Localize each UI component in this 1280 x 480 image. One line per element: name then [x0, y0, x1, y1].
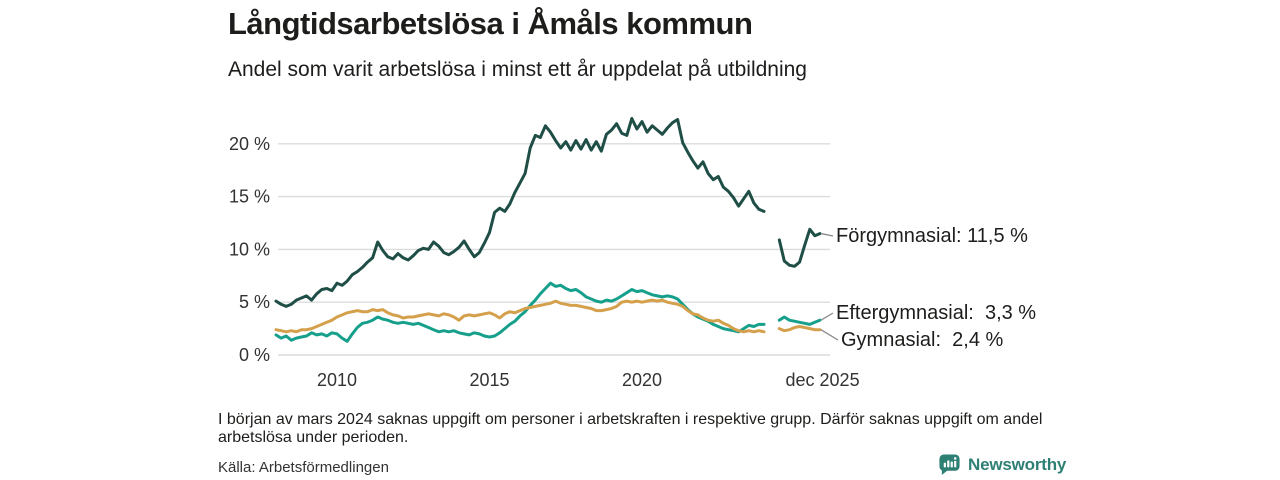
series-line-förgymnasial — [274, 117, 822, 308]
page-title: Långtidsarbetslösa i Åmåls kommun — [228, 6, 753, 41]
series-end-label-eftergymnasial: Eftergymnasial: 3,3 % — [836, 302, 1037, 324]
y-tick-label: 5 % — [239, 292, 270, 312]
x-tick-label: 2015 — [469, 370, 509, 390]
y-tick-label: 15 % — [229, 187, 270, 207]
series-end-label-forgymnasial: Förgymnasial: 11,5 % — [836, 225, 1028, 247]
label-connector — [820, 312, 834, 321]
newsworthy-brand: Newsworthy — [938, 453, 1066, 476]
series-line-gymnasial — [274, 298, 822, 334]
series-end-label-gymnasial: Gymnasial: 2,4 % — [841, 329, 1004, 351]
newsworthy-wordmark: Newsworthy — [968, 454, 1067, 474]
chart-footnote: I början av mars 2024 saknas uppgift om … — [218, 411, 1043, 446]
x-tick-label: dec 2025 — [786, 370, 860, 390]
y-tick-label: 10 % — [229, 239, 270, 259]
source-credit: Källa: Arbetsförmedlingen — [218, 459, 389, 476]
page-subtitle: Andel som varit arbetslösa i minst ett å… — [228, 58, 807, 81]
newsworthy-logo-icon — [939, 454, 960, 476]
x-tick-label: 2010 — [317, 370, 357, 390]
y-tick-label: 20 % — [229, 134, 270, 154]
label-connector — [820, 232, 834, 237]
series-line-eftergymnasial — [274, 281, 822, 343]
y-tick-label: 0 % — [239, 345, 270, 365]
x-tick-label: 2020 — [622, 370, 662, 390]
label-connector — [820, 329, 839, 341]
